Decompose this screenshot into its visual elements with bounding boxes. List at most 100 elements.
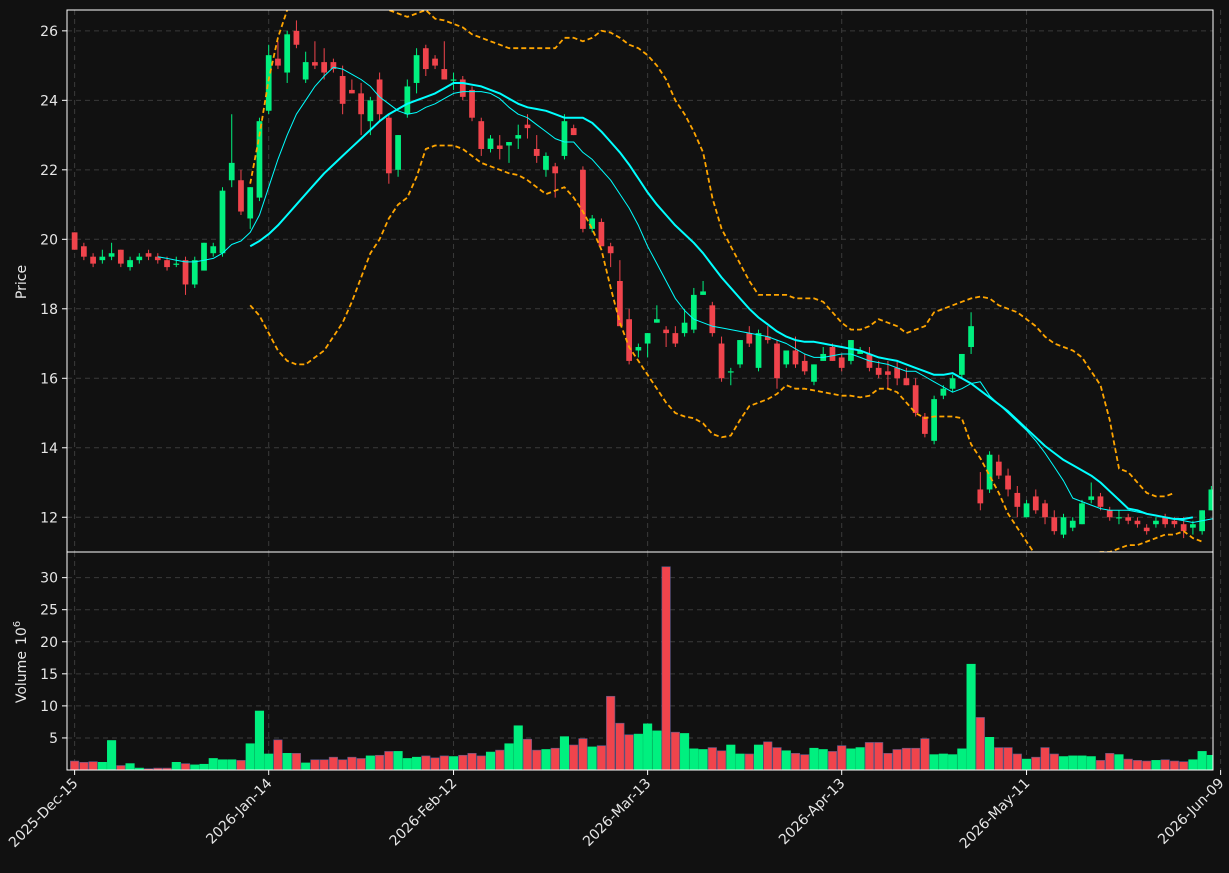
- candle-body: [293, 30, 300, 45]
- candle-body: [496, 145, 503, 149]
- candle-body: [690, 294, 697, 330]
- volume-bar: [929, 754, 939, 770]
- candle-body: [1088, 496, 1095, 500]
- volume-bar: [88, 761, 98, 770]
- candle-body: [238, 180, 244, 212]
- candle-body: [1190, 524, 1196, 528]
- volume-bar: [97, 762, 107, 770]
- price-tick-label: 24: [40, 93, 58, 109]
- volume-bar: [938, 753, 948, 770]
- volume-bar: [375, 754, 385, 770]
- volume-bar: [948, 754, 958, 770]
- candle-body: [469, 89, 475, 118]
- volume-bar: [772, 747, 782, 770]
- volume-bar: [125, 763, 135, 770]
- volume-bar: [1021, 758, 1032, 770]
- candle-body: [1116, 517, 1122, 519]
- volume-bar: [319, 759, 329, 770]
- candle-body: [441, 69, 448, 80]
- volume-bar: [1031, 756, 1041, 770]
- candle-body: [219, 190, 226, 254]
- candle-body: [349, 89, 355, 94]
- volume-bar: [920, 738, 930, 770]
- volume-bar: [1197, 751, 1207, 770]
- volume-bar: [744, 753, 754, 770]
- volume-bar: [522, 738, 533, 770]
- candle-body: [256, 121, 263, 198]
- candle-body: [265, 55, 272, 111]
- volume-bar: [264, 753, 274, 770]
- volume-bar: [236, 760, 246, 770]
- volume-bar: [735, 753, 745, 770]
- volume-bar: [966, 663, 976, 770]
- candle-body: [737, 340, 743, 365]
- candle-body: [173, 263, 180, 265]
- volume-bar: [689, 748, 699, 770]
- volume-bar: [892, 749, 902, 770]
- volume-bar: [763, 741, 773, 770]
- volume-bar: [485, 751, 496, 770]
- price-tick-label: 14: [40, 441, 58, 457]
- volume-bar: [301, 762, 311, 770]
- price-tick-label: 12: [40, 510, 58, 526]
- candle-body: [1153, 520, 1159, 525]
- volume-bar: [753, 744, 764, 770]
- volume-bar: [818, 749, 828, 770]
- candle-body: [672, 333, 679, 344]
- volume-bar: [559, 736, 569, 770]
- candle-body: [644, 333, 651, 344]
- candle-body: [1097, 496, 1104, 507]
- volume-bar: [790, 753, 801, 770]
- volume-bar: [624, 734, 634, 770]
- candle-body: [1208, 489, 1213, 511]
- volume-bar: [587, 746, 597, 770]
- price-tick-label: 20: [40, 232, 58, 248]
- volume-tick-label: 25: [40, 603, 58, 619]
- volume-bar: [975, 717, 985, 770]
- candle-body: [90, 256, 96, 264]
- candle-body: [968, 326, 974, 348]
- candle-body: [783, 350, 790, 365]
- candle-body: [210, 246, 217, 254]
- candle-body: [395, 135, 401, 170]
- volume-bar: [1012, 753, 1022, 770]
- candle-body: [164, 260, 170, 268]
- volume-plot: [70, 566, 1213, 770]
- volume-bar: [698, 749, 708, 770]
- volume-bar: [412, 756, 422, 770]
- volume-bar: [643, 723, 653, 770]
- volume-bar: [1142, 760, 1152, 770]
- volume-tick-label: 5: [49, 731, 58, 747]
- volume-tick-label: 30: [40, 571, 58, 587]
- candle-body: [506, 142, 512, 146]
- volume-bar: [781, 750, 791, 770]
- volume-bar: [1049, 753, 1059, 770]
- price-tick-label: 22: [40, 163, 58, 179]
- volume-bar: [846, 748, 856, 770]
- volume-bar: [70, 760, 80, 770]
- candle-body: [524, 124, 531, 129]
- candle-body: [774, 343, 780, 379]
- volume-bar: [800, 754, 810, 770]
- volume-bar: [356, 758, 366, 770]
- volume-bar: [809, 747, 819, 770]
- volume-bar: [107, 740, 117, 770]
- candle-body: [709, 305, 716, 334]
- volume-bar: [1068, 755, 1078, 770]
- candle-body: [136, 256, 143, 261]
- volume-bar: [153, 767, 163, 770]
- volume-scale-exponent: 6: [12, 621, 23, 627]
- candle-body: [1143, 527, 1150, 532]
- candle-body: [903, 378, 910, 386]
- price-axis-label: Price: [14, 265, 30, 299]
- volume-panel-frame: [66, 551, 1214, 771]
- candle-body: [580, 169, 586, 229]
- volume-bar: [430, 757, 440, 770]
- candle-body: [1060, 517, 1067, 535]
- candle-body: [312, 62, 318, 66]
- candle-body: [801, 360, 808, 372]
- candle-body: [718, 343, 725, 379]
- candle-body: [1032, 496, 1039, 511]
- candle-body: [977, 489, 984, 504]
